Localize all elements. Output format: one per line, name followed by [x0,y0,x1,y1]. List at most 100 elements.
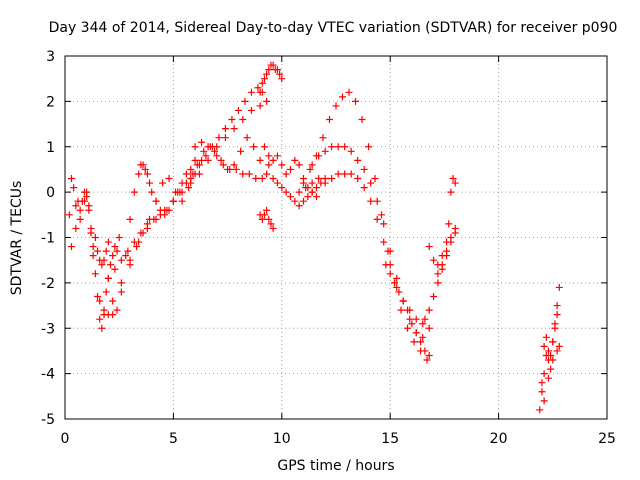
data-point [265,152,273,160]
x-tick-label: 5 [169,431,178,447]
data-point [378,211,386,219]
data-point [260,211,268,219]
data-point [152,215,160,223]
data-point [295,188,303,196]
data-point [315,175,323,183]
data-point [358,116,366,124]
data-point [178,188,186,196]
data-point [245,170,253,178]
data-point [341,143,349,151]
data-point [395,288,403,296]
data-point [193,161,201,169]
data-point [239,116,247,124]
y-tick-label: -5 [41,412,55,428]
y-tick-label: -4 [41,367,55,383]
data-point [265,215,273,223]
series-s14 [308,143,427,341]
data-point [417,338,425,346]
y-tick-label: 2 [46,94,55,110]
data-point [425,243,433,251]
data-point [406,315,414,323]
y-tick-label: -2 [41,276,55,292]
data-point [547,365,555,373]
data-point [83,188,91,196]
data-point [100,306,108,314]
data-point [202,152,210,160]
data-point [412,315,420,323]
data-point [447,188,455,196]
data-point [204,143,212,151]
data-point [85,206,93,214]
data-point [117,288,125,296]
data-point [425,351,433,359]
data-point [551,324,559,332]
data-point [130,188,138,196]
data-point [68,175,76,183]
data-point [198,156,206,164]
data-point [540,370,548,378]
data-point [224,165,232,173]
data-point [260,143,268,151]
series-s19 [434,224,459,278]
data-point [544,347,552,355]
data-point [410,338,418,346]
series-s11 [260,143,329,210]
data-point [321,147,329,155]
data-point [540,342,548,350]
data-point [391,279,399,287]
data-point [393,274,401,282]
data-point [273,152,281,160]
data-point [219,161,227,169]
data-point [104,238,112,246]
data-point [312,193,320,201]
chart-title: Day 344 of 2014, Sidereal Day-to-day VTE… [49,20,618,36]
data-point [334,170,342,178]
data-point [315,152,323,160]
data-point [200,147,208,155]
data-point [135,170,143,178]
data-point [265,161,273,169]
x-tick-label: 0 [61,431,70,447]
data-point [217,156,225,164]
data-point [354,156,362,164]
data-point [373,197,381,205]
data-point [126,215,134,223]
data-point [549,356,557,364]
data-point [237,147,245,155]
data-point [354,175,362,183]
series-s3 [96,156,199,319]
data-point [380,238,388,246]
y-axis-label: SDTVAR / TECUs [9,181,25,296]
data-point [159,179,167,187]
data-point [367,197,375,205]
data-point [104,274,112,282]
data-point [430,256,438,264]
series-s7 [187,143,266,183]
data-point [380,220,388,228]
data-point [139,229,147,237]
data-point [109,252,117,260]
series-s5 [109,102,264,305]
data-point [286,165,294,173]
data-point [126,261,134,269]
data-point [234,106,242,114]
data-point [256,88,264,96]
data-point [404,324,412,332]
x-tick-label: 15 [381,431,399,447]
x-tick-label: 25 [598,431,616,447]
data-point [553,347,561,355]
data-point [98,324,106,332]
data-point [187,165,195,173]
x-tick-label: 10 [273,431,291,447]
data-point [133,243,141,251]
data-point [334,143,342,151]
data-point [265,66,273,74]
data-point [269,224,277,232]
data-point [423,356,431,364]
data-point [115,234,123,241]
data-point [319,134,327,142]
data-point [243,134,251,142]
data-point [425,324,433,332]
data-point [345,88,353,96]
